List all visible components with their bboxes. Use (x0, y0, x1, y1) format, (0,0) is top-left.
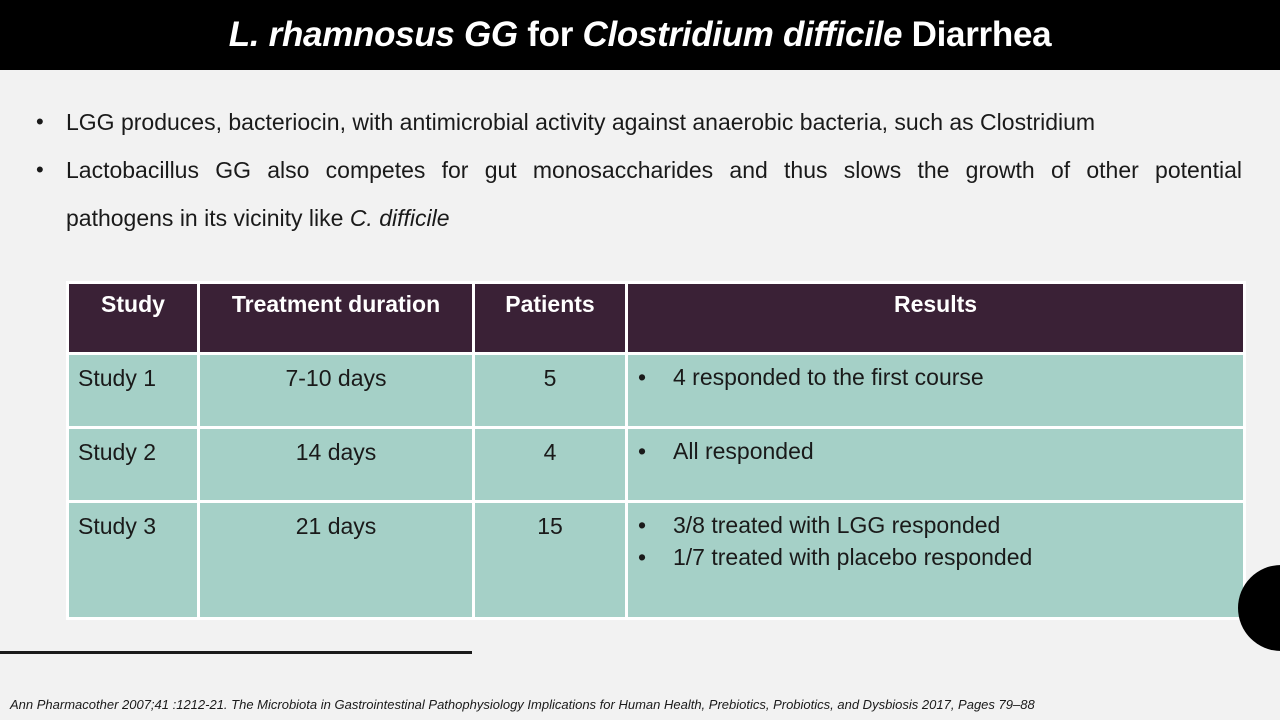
study-cell: Study 2 (66, 426, 200, 503)
bullet-competition-line1: Lactobacillus GG also competes for gut m… (66, 157, 1242, 183)
header-study: Study (66, 281, 200, 355)
table-row: Study 1 7-10 days 5 4 responded to the f… (66, 352, 1246, 429)
patients-cell: 15 (472, 500, 628, 620)
title-organism: L. rhamnosus GG (228, 15, 518, 54)
patients-cell: 4 (472, 426, 628, 503)
table-row: Study 3 21 days 15 3/8 treated with LGG … (66, 500, 1246, 620)
duration-cell: 7-10 days (197, 352, 475, 429)
bullet-bacteriocin: LGG produces, bacteriocin, with antimicr… (36, 98, 1242, 146)
study-results-table: Study Treatment duration Patients Result… (66, 281, 1246, 620)
results-cell: 4 responded to the first course (625, 352, 1246, 429)
title-bar: L. rhamnosus GG for Clostridium difficil… (0, 0, 1280, 70)
bullet-list: LGG produces, bacteriocin, with antimicr… (36, 98, 1242, 242)
bullet-competition-line2: pathogens in its vicinity like (66, 205, 350, 231)
results-list: All responded (628, 435, 1243, 467)
bullet-competition: Lactobacillus GG also competes for gut m… (36, 146, 1242, 242)
result-item: All responded (628, 435, 1243, 467)
table-row: Study 2 14 days 4 All responded (66, 426, 1246, 503)
result-item: 1/7 treated with placebo responded (628, 541, 1243, 573)
duration-cell: 21 days (197, 500, 475, 620)
bullet-bacteriocin-text: LGG produces, bacteriocin, with antimicr… (66, 109, 1096, 135)
title-pathogen: Clostridium difficile (582, 15, 903, 54)
header-patients: Patients (472, 281, 628, 355)
header-results: Results (625, 281, 1246, 355)
results-list: 4 responded to the first course (628, 361, 1243, 393)
title-connector: for (517, 15, 583, 54)
results-cell: All responded (625, 426, 1246, 503)
results-cell: 3/8 treated with LGG responded 1/7 treat… (625, 500, 1246, 620)
footnote-divider (0, 651, 472, 654)
patients-cell: 5 (472, 352, 628, 429)
study-cell: Study 1 (66, 352, 200, 429)
results-list: 3/8 treated with LGG responded 1/7 treat… (628, 509, 1243, 573)
study-cell: Study 3 (66, 500, 200, 620)
header-treatment-duration: Treatment duration (197, 281, 475, 355)
duration-cell: 14 days (197, 426, 475, 503)
table-header-row: Study Treatment duration Patients Result… (66, 281, 1246, 355)
bullet-competition-pathogen: C. difficile (349, 205, 450, 231)
result-item: 4 responded to the first course (628, 361, 1243, 393)
slide-title: L. rhamnosus GG for Clostridium difficil… (229, 15, 1052, 55)
footnote-citation: Ann Pharmacother 2007;41 :1212-21. The M… (10, 697, 1035, 712)
title-condition: Diarrhea (902, 15, 1052, 54)
result-item: 3/8 treated with LGG responded (628, 509, 1243, 541)
